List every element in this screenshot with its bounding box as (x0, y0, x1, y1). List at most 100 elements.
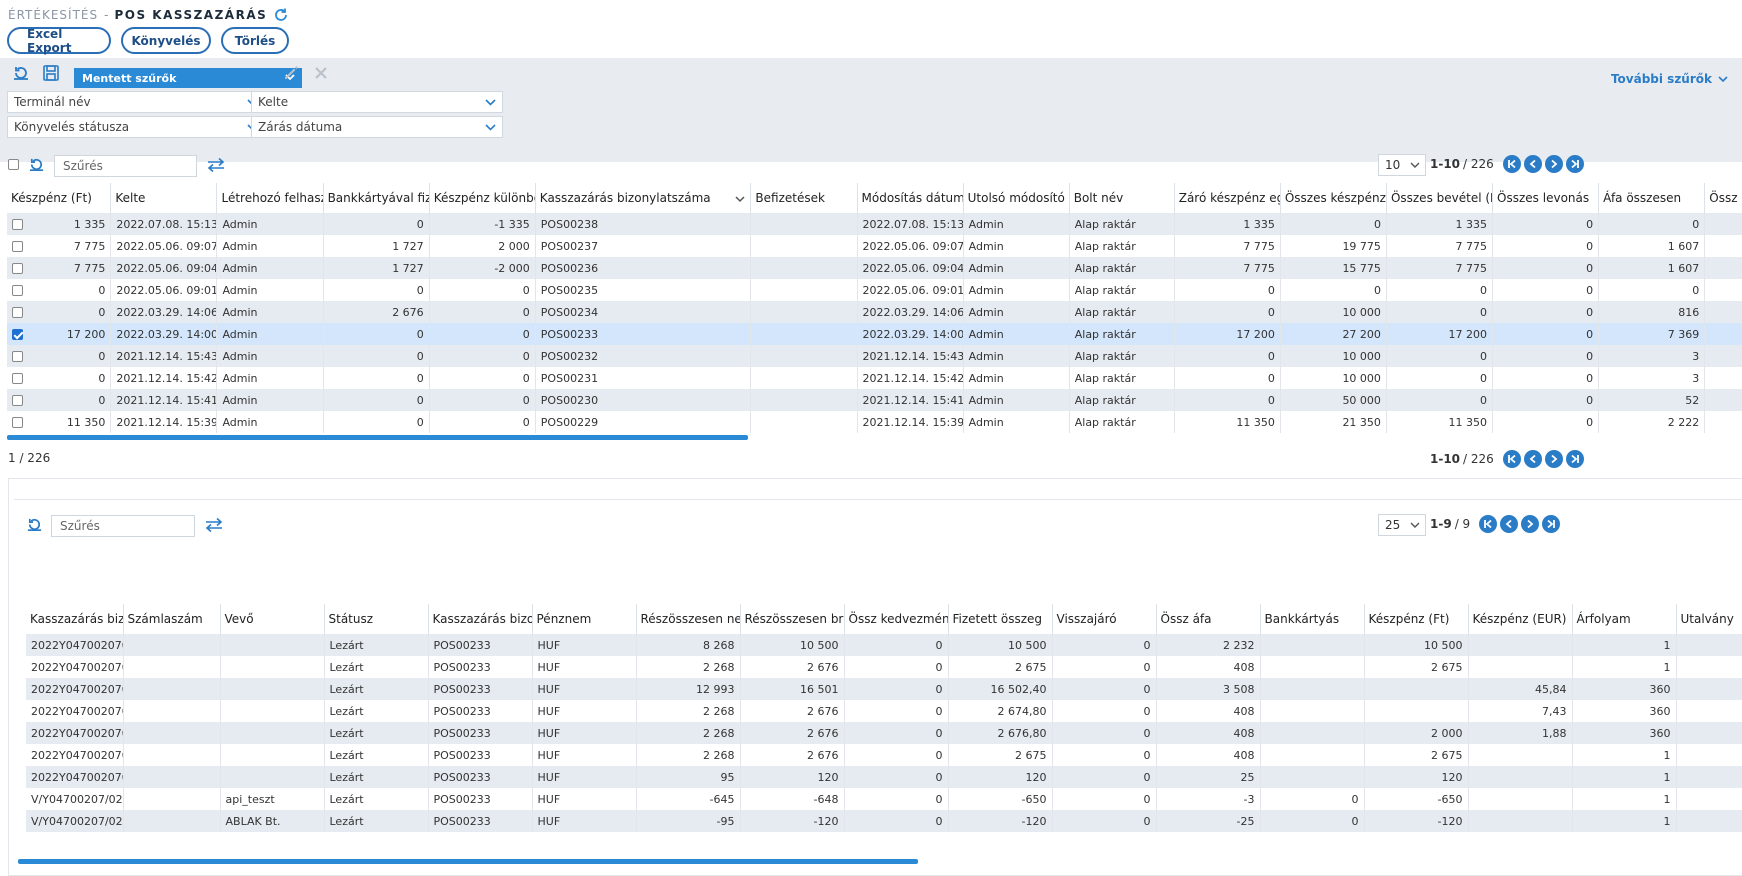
column-header[interactable]: Kasszazárás bizonylatszáma (535, 183, 752, 213)
column-header[interactable]: Készpénz különbözet (429, 183, 536, 213)
table-row[interactable]: 0 2022.05.06. 09:01 Admin 0 0 POS00235 2022.05… (7, 279, 1742, 301)
more-filters-toggle[interactable]: További szűrők (1611, 72, 1728, 86)
row-checkbox[interactable] (12, 350, 23, 362)
column-header[interactable]: Létrehozó felhasználó (216, 183, 324, 213)
column-header[interactable]: Vevő (220, 604, 325, 634)
konyveles-statusza-filter[interactable]: Könyvelés státusza (7, 116, 265, 138)
table-row[interactable]: 17 200 2022.03.29. 14:00 Admin 0 0 POS00233 20… (7, 323, 1742, 345)
table-row[interactable]: 0 2021.12.14. 15:43 Admin 0 0 POS00232 2021.12… (7, 345, 1742, 367)
main-search-input[interactable]: Szűrés (54, 155, 197, 177)
table-row[interactable]: 2022Y0470020702LezártPOS00233HUF95120012… (26, 766, 1742, 788)
column-header[interactable]: Áfa összesen (1598, 183, 1706, 213)
table-row[interactable]: 1 335 2022.07.08. 15:13 Admin 0 -1 335 POS002… (7, 213, 1742, 235)
next-page-button[interactable] (1544, 450, 1563, 468)
row-checkbox[interactable] (12, 328, 23, 340)
last-page-button[interactable] (1542, 515, 1561, 533)
reset-detail-grid-icon[interactable] (26, 516, 43, 533)
column-header[interactable]: Utalvány (1676, 604, 1742, 634)
column-header[interactable]: Árfolyam (1572, 604, 1677, 634)
reset-icon[interactable] (12, 64, 30, 82)
table-row[interactable]: 7 775 2022.05.06. 09:07 Admin 1 727 2 000 POS… (7, 235, 1742, 257)
table-row[interactable]: 11 350 2021.12.14. 15:39 Admin 0 0 POS00229 20… (7, 411, 1742, 433)
detail-page-size-select[interactable]: 25 (1378, 514, 1426, 536)
table-row[interactable]: 2022Y0470020702LezártPOS00233HUF8 26810 … (26, 634, 1742, 656)
table-row[interactable]: 0 2022.03.29. 14:06 Admin 2 676 0 POS00234 202… (7, 301, 1742, 323)
column-header[interactable]: Bankkártyás (1260, 604, 1365, 634)
column-header[interactable]: Kasszazárás bizonylat (428, 604, 533, 634)
save-icon[interactable] (42, 64, 60, 82)
row-checkbox[interactable] (12, 394, 23, 406)
column-header[interactable]: Módosítás dátuma (857, 183, 964, 213)
select-all-checkbox[interactable] (8, 159, 19, 170)
zaras-datuma-filter[interactable]: Zárás dátuma (251, 116, 503, 138)
column-header[interactable]: Össz Nettó (1704, 183, 1742, 213)
kelte-filter[interactable]: Kelte (251, 91, 503, 113)
column-header[interactable]: Készpénz (EUR) (1468, 604, 1573, 634)
swap-columns-icon[interactable] (204, 517, 224, 533)
sort-desc-icon[interactable] (735, 194, 745, 204)
first-page-button[interactable] (1502, 450, 1521, 468)
column-header[interactable]: Részösszesen nettó (636, 604, 741, 634)
column-header[interactable]: Bolt név (1069, 183, 1175, 213)
edit-icon[interactable] (282, 64, 300, 82)
excel-export-button[interactable]: Excel Export (7, 27, 111, 55)
main-horizontal-scrollbar[interactable] (7, 435, 748, 440)
next-page-button[interactable] (1544, 155, 1563, 173)
last-page-button[interactable] (1565, 450, 1584, 468)
row-checkbox[interactable] (12, 372, 23, 384)
prev-page-button[interactable] (1523, 450, 1542, 468)
table-row[interactable]: 7 775 2022.05.06. 09:04 Admin 1 727 -2 000 PO… (7, 257, 1742, 279)
swap-columns-icon[interactable] (206, 157, 226, 173)
column-header[interactable]: Státusz (324, 604, 429, 634)
column-header[interactable]: Készpénz (Ft) (7, 183, 112, 213)
first-page-button[interactable] (1479, 515, 1498, 533)
table-row[interactable]: 2022Y0470020702LezártPOS00233HUF12 99316… (26, 678, 1742, 700)
torles-button[interactable]: Törlés (221, 27, 289, 54)
konyveles-button[interactable]: Könyvelés (121, 27, 211, 54)
prev-page-button[interactable] (1500, 515, 1519, 533)
column-header[interactable]: Készpénz (Ft) (1364, 604, 1469, 634)
column-header[interactable]: Visszajáró (1052, 604, 1157, 634)
column-header[interactable]: Össz kedvezmény (844, 604, 949, 634)
row-checkbox[interactable] (12, 284, 23, 296)
prev-page-button[interactable] (1523, 155, 1542, 173)
refresh-icon[interactable] (273, 7, 289, 23)
first-page-button[interactable] (1502, 155, 1521, 173)
column-header[interactable]: Pénznem (532, 604, 637, 634)
detail-search-input[interactable]: Szűrés (51, 515, 195, 537)
terminal-nev-filter[interactable]: Terminál név (7, 91, 265, 113)
next-page-button[interactable] (1521, 515, 1540, 533)
column-header[interactable]: Összes készpénz (1280, 183, 1387, 213)
last-page-button[interactable] (1565, 155, 1584, 173)
column-header[interactable]: Számlaszám (123, 604, 221, 634)
column-header[interactable]: Záró készpénz egyenleg (1174, 183, 1281, 213)
column-header[interactable]: Befizetések (750, 183, 858, 213)
column-header[interactable]: Fizetett összeg (948, 604, 1053, 634)
column-header[interactable]: Bankkártyával fizetett (323, 183, 430, 213)
reset-grid-icon[interactable] (28, 156, 45, 173)
column-header[interactable]: Kasszazárás bizonylatszáma (26, 604, 124, 634)
row-checkbox[interactable] (12, 306, 23, 318)
column-header[interactable]: Kelte (110, 183, 218, 213)
table-row[interactable]: 0 2021.12.14. 15:41 Admin 0 0 POS00230 2021.12… (7, 389, 1742, 411)
detail-horizontal-scrollbar[interactable] (18, 859, 918, 864)
saved-filters-select[interactable]: Mentett szűrők (74, 68, 302, 88)
row-checkbox[interactable] (12, 240, 23, 252)
breadcrumb[interactable]: ÉRTÉKESÍTÉS (8, 8, 99, 22)
delete-icon[interactable] (312, 64, 330, 82)
main-page-size-select[interactable]: 10 (1378, 154, 1426, 176)
row-checkbox[interactable] (12, 416, 23, 428)
column-header[interactable]: Utolsó módosító (963, 183, 1070, 213)
column-header[interactable]: Összes bevétel (Ft) (1386, 183, 1494, 213)
table-row[interactable]: 0 2021.12.14. 15:42 Admin 0 0 POS00231 2021.12… (7, 367, 1742, 389)
column-header[interactable]: Összes levonás (1492, 183, 1600, 213)
row-checkbox[interactable] (12, 218, 23, 230)
column-header[interactable]: Össz áfa (1156, 604, 1261, 634)
row-checkbox[interactable] (12, 262, 23, 274)
column-header[interactable]: Részösszesen bruttó (740, 604, 845, 634)
